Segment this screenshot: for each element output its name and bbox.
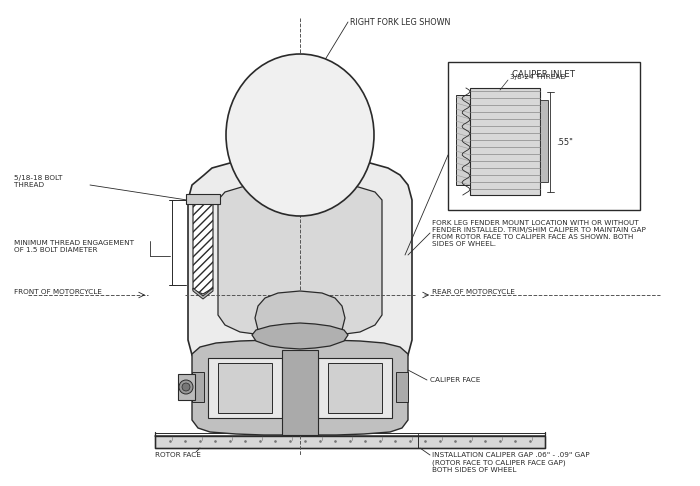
Polygon shape (192, 339, 408, 435)
Polygon shape (218, 363, 272, 413)
Circle shape (182, 383, 190, 391)
Polygon shape (318, 358, 392, 418)
Text: .55": .55" (556, 138, 573, 146)
Polygon shape (255, 291, 345, 350)
Polygon shape (328, 363, 382, 413)
Polygon shape (208, 358, 282, 418)
Polygon shape (193, 195, 213, 294)
Text: FORK LEG FENDER MOUNT LOCATION WITH OR WITHOUT
FENDER INSTALLED. TRIM/SHIM CALIP: FORK LEG FENDER MOUNT LOCATION WITH OR W… (432, 220, 646, 247)
Polygon shape (540, 100, 548, 182)
Text: ROTOR FACE: ROTOR FACE (155, 452, 201, 458)
Polygon shape (186, 194, 220, 204)
Text: REAR OF MOTORCYCLE: REAR OF MOTORCYCLE (432, 289, 515, 295)
Polygon shape (192, 372, 204, 402)
Polygon shape (188, 158, 412, 383)
Polygon shape (456, 95, 470, 185)
Polygon shape (193, 288, 213, 299)
Text: INSTALLATION CALIPER GAP .06" - .09" GAP
(ROTOR FACE TO CALIPER FACE GAP)
BOTH S: INSTALLATION CALIPER GAP .06" - .09" GAP… (432, 452, 589, 472)
Text: 5/18-18 BOLT
THREAD: 5/18-18 BOLT THREAD (14, 175, 62, 188)
Circle shape (179, 380, 193, 394)
Text: RIGHT FORK LEG SHOWN: RIGHT FORK LEG SHOWN (350, 18, 450, 27)
Polygon shape (178, 374, 195, 400)
Text: MINIMUM THREAD ENGAGEMENT
OF 1.5 BOLT DIAMETER: MINIMUM THREAD ENGAGEMENT OF 1.5 BOLT DI… (14, 240, 134, 253)
Polygon shape (396, 372, 408, 402)
Polygon shape (252, 323, 348, 349)
Text: CALIPER INLET: CALIPER INLET (512, 70, 575, 79)
Polygon shape (218, 182, 382, 337)
Bar (448, 62, 640, 210)
Polygon shape (282, 350, 318, 435)
Ellipse shape (226, 54, 374, 216)
Text: CALIPER FACE: CALIPER FACE (430, 377, 480, 383)
Polygon shape (155, 436, 545, 448)
Text: 3/8-24 THREAD: 3/8-24 THREAD (510, 74, 566, 80)
Polygon shape (470, 88, 540, 195)
Text: FRONT OF MOTORCYCLE: FRONT OF MOTORCYCLE (14, 289, 102, 295)
